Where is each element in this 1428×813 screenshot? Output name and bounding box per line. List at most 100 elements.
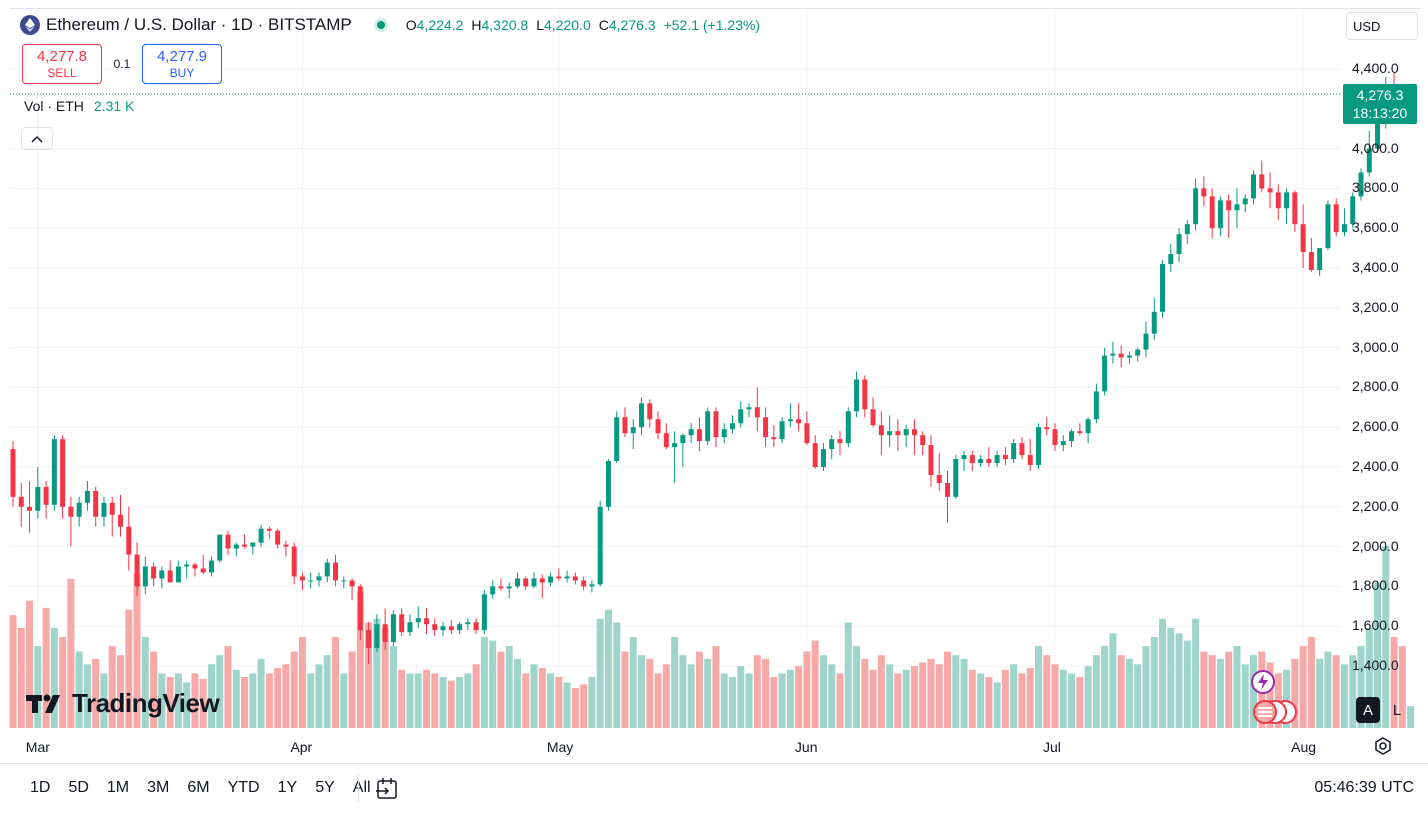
candle-body (1118, 353, 1124, 358)
candle-body (1300, 224, 1306, 253)
volume-bar (1026, 667, 1034, 728)
volume-bar (1051, 664, 1059, 728)
auto-scale-button[interactable]: A (1356, 697, 1380, 723)
candle-body (299, 576, 305, 581)
candle-body (556, 576, 562, 579)
range-button-1y[interactable]: 1Y (277, 779, 298, 796)
candle-body (1308, 252, 1314, 270)
candle-body (1077, 431, 1083, 434)
utc-clock[interactable]: 05:46:39 UTC (1314, 779, 1414, 796)
candle-body (787, 419, 793, 422)
volume-bar (199, 678, 207, 728)
candle-body (1102, 355, 1108, 392)
volume-bar (92, 658, 100, 728)
candle-body (729, 423, 735, 430)
candle-body (1251, 174, 1256, 199)
volume-bar (737, 666, 745, 728)
sell-label: SELL (47, 66, 77, 80)
time-tick-label: Mar (25, 739, 50, 755)
volume-bar (1084, 666, 1092, 728)
tradingview-logo[interactable]: TradingView (26, 688, 220, 719)
volume-bar (17, 627, 25, 728)
volume-bar (1250, 655, 1257, 728)
range-button-6m[interactable]: 6M (187, 779, 210, 796)
volume-bar (464, 673, 472, 728)
volume-bar (530, 664, 538, 728)
range-button-ytd[interactable]: YTD (227, 779, 260, 796)
candle-body (167, 570, 173, 583)
range-button-3m[interactable]: 3M (147, 779, 170, 796)
volume-bar (1010, 664, 1018, 728)
tradingview-logo-icon (26, 694, 60, 713)
market-status-icon[interactable] (373, 18, 388, 32)
goto-date-icon[interactable] (374, 776, 400, 802)
volume-bar (183, 682, 191, 728)
candle-body (382, 624, 388, 643)
currency-selector[interactable]: USD (1346, 12, 1418, 40)
candle-body (118, 514, 124, 527)
symbol-title[interactable]: Ethereum / U.S. Dollar · 1D · BITSTAMP (46, 15, 352, 34)
volume-bar (290, 651, 298, 728)
volume-bar (348, 651, 356, 728)
candle-body (820, 449, 826, 467)
time-tick-label: May (546, 739, 574, 755)
candle-body (1217, 200, 1223, 229)
price-tick-label: 4,400.0 (1352, 60, 1399, 76)
chart-frame (10, 8, 1420, 763)
candle-body (961, 455, 967, 460)
range-button-5y[interactable]: 5Y (315, 779, 335, 796)
volume-bar (1150, 637, 1158, 728)
candle-body (68, 506, 74, 517)
sell-button[interactable]: 4,277.8 SELL (22, 44, 102, 84)
range-button-all[interactable]: All (352, 779, 371, 796)
volume-bar (456, 677, 464, 728)
volume-bar (720, 673, 728, 728)
volume-bar (497, 651, 505, 728)
volume-bar (1324, 651, 1332, 728)
candle-body (705, 411, 711, 442)
volume-bar (786, 669, 794, 728)
volume-bar (1233, 646, 1241, 728)
chart-settings-icon[interactable] (1373, 736, 1393, 756)
log-scale-button[interactable]: L (1392, 701, 1402, 719)
volume-bar (257, 658, 265, 728)
candle-body (1292, 192, 1298, 225)
buy-button[interactable]: 4,277.9 BUY (142, 44, 222, 84)
volume-bar (423, 669, 430, 728)
volume-bar (1340, 664, 1348, 728)
candle-body (1110, 353, 1116, 356)
range-button-1m[interactable]: 1M (106, 779, 130, 796)
candle-body (1168, 254, 1174, 265)
volume-bar (629, 637, 637, 728)
candle-body (1011, 443, 1017, 460)
range-button-1d[interactable]: 1D (30, 779, 51, 796)
volume-bar (34, 646, 42, 728)
range-button-5d[interactable]: 5D (68, 779, 89, 796)
volume-bar (356, 591, 364, 728)
candle-body (1027, 455, 1033, 466)
volume-bar (811, 640, 819, 728)
candle-body (1093, 391, 1099, 420)
volume-bar (654, 673, 662, 728)
candle-body (655, 419, 661, 434)
last-price-label: 4,276.3 18:13:20 (1343, 84, 1417, 124)
volume-bar (621, 651, 629, 728)
volume-bar (745, 673, 753, 728)
price-tick-label: 2,800.0 (1352, 378, 1399, 395)
price-tick-label: 2,200.0 (1352, 497, 1399, 514)
volume-bar (389, 646, 397, 728)
volume-bar (753, 655, 761, 728)
tradingview-logo-text: TradingView (72, 688, 220, 718)
collapse-legend-button[interactable] (21, 127, 53, 150)
candle-body (457, 624, 463, 631)
candle-body (812, 443, 818, 467)
volume-bar (960, 658, 968, 728)
volume-bar (704, 658, 712, 728)
volume-bar (993, 682, 1001, 728)
volume-bar (1018, 673, 1026, 728)
economic-events-icon[interactable] (1245, 668, 1305, 728)
candle-body (639, 403, 645, 428)
volume-legend[interactable]: Vol · ETH 2.31 K (24, 98, 134, 114)
volume-bar (50, 627, 58, 728)
